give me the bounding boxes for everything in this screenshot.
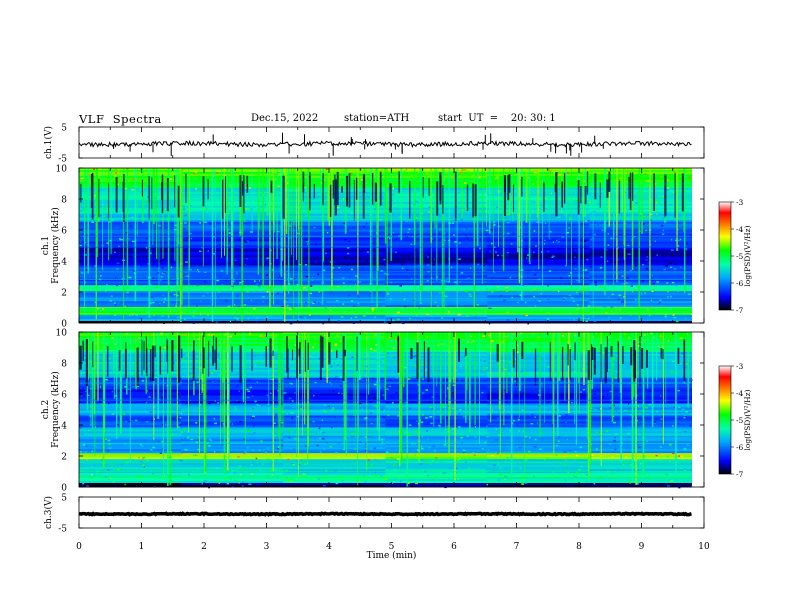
ch1-spectrogram-ylabel: ch.1	[41, 236, 51, 255]
chart-title: VLF Spectra	[79, 112, 162, 126]
ch3-waveform-xtick-8: 8	[576, 542, 582, 552]
ch3-waveform-xtick-4: 4	[326, 542, 332, 552]
ch1-spectrogram-colorbar	[718, 201, 732, 311]
ch1-spectrogram-ytick-2: 4	[61, 258, 67, 268]
ch2-spectrogram-colorbar-tick-2: -5	[736, 416, 744, 425]
ch2-spectrogram-colorbar-tick-1: -4	[736, 389, 744, 398]
ch1-waveform-ytick-1: -5	[58, 155, 67, 165]
ch1-spectrogram-colorbar-label: log(PSD)(V²/Hz)	[743, 225, 752, 286]
ch2-spectrogram-colorbar-label: log(PSD)(V²/Hz)	[743, 389, 752, 450]
ch2-spectrogram-ytick-5: 10	[56, 329, 68, 339]
ch1-spectrogram-colorbar-tick-1: -4	[736, 225, 744, 234]
ch1-spectrogram-ytick-5: 10	[56, 165, 68, 175]
ch2-spectrogram-ytick-3: 6	[61, 391, 67, 401]
ch1-spectrogram-ytick-3: 6	[61, 227, 67, 237]
ch2-spectrogram-colorbar-tick-4: -7	[736, 470, 744, 479]
ch1-spectrogram-ytick-4: 8	[61, 196, 67, 206]
ch1-spectrogram-image	[78, 168, 693, 325]
ch1-waveform-line	[78, 139, 692, 149]
ch2-spectrogram-ytick-4: 8	[61, 360, 67, 370]
ch2-spectrogram-ylabel2: Frequency (kHz)	[50, 371, 61, 448]
ch2-spectrogram-ytick-1: 2	[61, 453, 67, 463]
ch3-waveform-xtick-2: 2	[201, 542, 207, 552]
ch3-waveform-ytick-1: -5	[58, 525, 67, 535]
ch1-spectrogram-colorbar-tick-4: -7	[736, 306, 744, 315]
ch2-spectrogram-ylabel: ch.2	[41, 400, 51, 419]
date-label: Dec.15, 2022	[251, 113, 319, 124]
ch3-waveform-xtick-10: 10	[698, 542, 710, 552]
ch3-waveform-xtick-1: 1	[139, 542, 145, 552]
ch1-spectrogram-colorbar-tick-0: -3	[736, 198, 744, 207]
ch3-waveform-line	[78, 511, 692, 517]
ch3-waveform-ylabel: ch.3(V)	[43, 496, 54, 529]
ch3-waveform-xlabel: Time (min)	[367, 550, 417, 561]
ch1-waveform-ylabel: ch.1(V)	[43, 126, 54, 159]
ch3-waveform-xtick-5: 5	[389, 542, 395, 552]
start-ut-label: start UT = 20: 30: 1	[438, 113, 556, 124]
ch2-spectrogram-colorbar-tick-0: -3	[736, 362, 744, 371]
ch3-waveform-xtick-6: 6	[451, 542, 457, 552]
ch1-spectrogram-ytick-0: 0	[61, 320, 67, 330]
ch1-spectrogram-colorbar-tick-2: -5	[736, 252, 744, 261]
ch2-spectrogram-ytick-0: 0	[61, 484, 67, 494]
ch3-waveform-xtick-3: 3	[264, 542, 270, 552]
ch1-spectrogram-ytick-1: 2	[61, 289, 67, 299]
ch1-spectrogram-colorbar-tick-3: -6	[736, 279, 744, 288]
ch2-spectrogram-image	[78, 332, 693, 489]
ch3-waveform-xtick-7: 7	[514, 542, 520, 552]
ch2-spectrogram-ytick-2: 4	[61, 422, 67, 432]
ch2-spectrogram-colorbar-tick-3: -6	[736, 443, 744, 452]
ch1-spectrogram-ylabel2: Frequency (kHz)	[50, 207, 61, 284]
station-label: station=ATH	[344, 113, 410, 124]
ch3-waveform-xtick-0: 0	[76, 542, 82, 552]
ch3-waveform-xtick-9: 9	[639, 542, 645, 552]
ch3-waveform-ytick-0: 5	[61, 494, 67, 504]
ch2-spectrogram-colorbar	[718, 365, 732, 475]
ch1-waveform-ytick-0: 5	[61, 124, 67, 134]
